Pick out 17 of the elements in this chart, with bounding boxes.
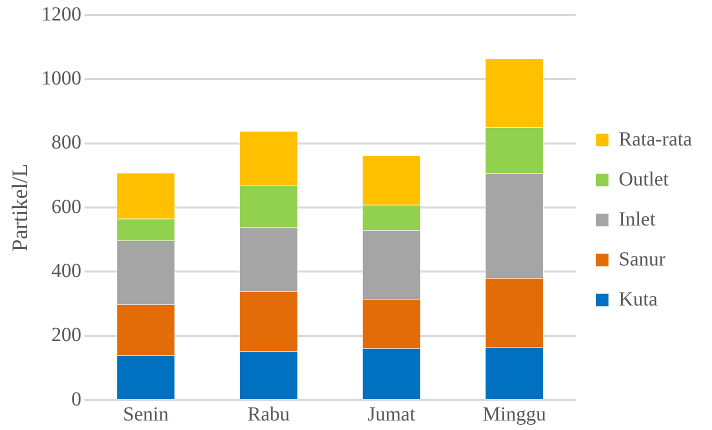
x-tick-label: Senin [123,403,169,426]
legend-label: Inlet [618,208,656,230]
legend-label: Sanur [618,248,666,270]
y-tick-label: 200 [51,324,82,346]
y-tick-label: 0 [71,388,82,410]
y-tick-label: 400 [51,260,82,282]
y-tick-label: 1200 [41,3,82,26]
legend-label: Kuta [618,288,658,310]
y-tick-label: 1000 [41,67,82,90]
x-tick-label: Rabu [248,403,290,426]
legend-label: Outlet [618,168,670,190]
x-tick-label: Jumat [368,403,416,426]
x-tick-label: Minggu [482,403,546,426]
y-axis-title: Partikel/L [6,164,32,252]
y-tick-label: 600 [51,196,82,218]
legend-label: Rata-rata [618,128,692,150]
y-tick-label: 800 [51,132,82,154]
